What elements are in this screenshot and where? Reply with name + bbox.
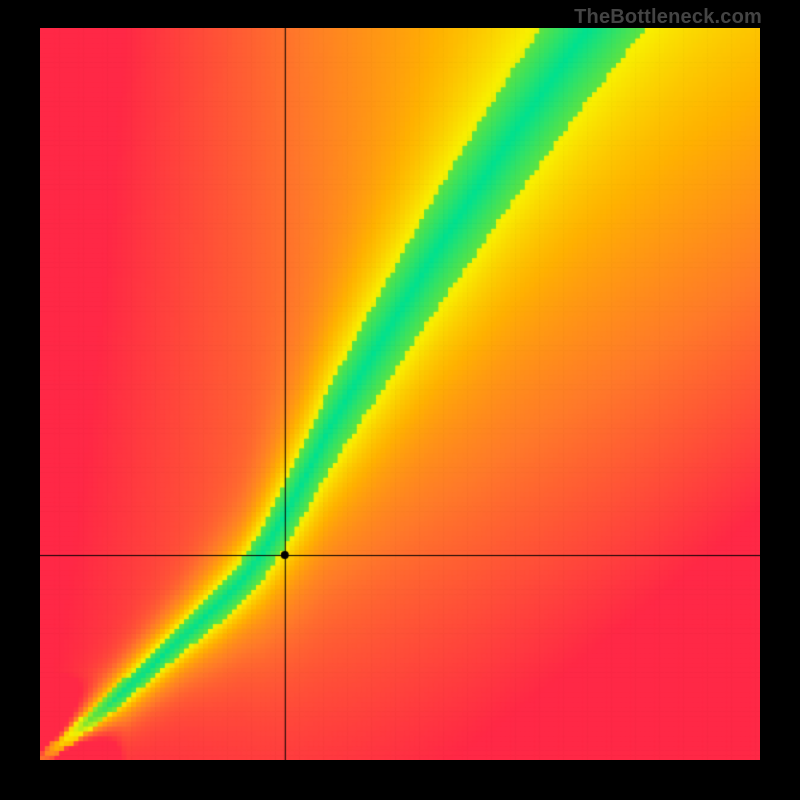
- chart-container: TheBottleneck.com: [0, 0, 800, 800]
- watermark-text: TheBottleneck.com: [574, 6, 762, 29]
- heatmap-canvas: [40, 28, 760, 760]
